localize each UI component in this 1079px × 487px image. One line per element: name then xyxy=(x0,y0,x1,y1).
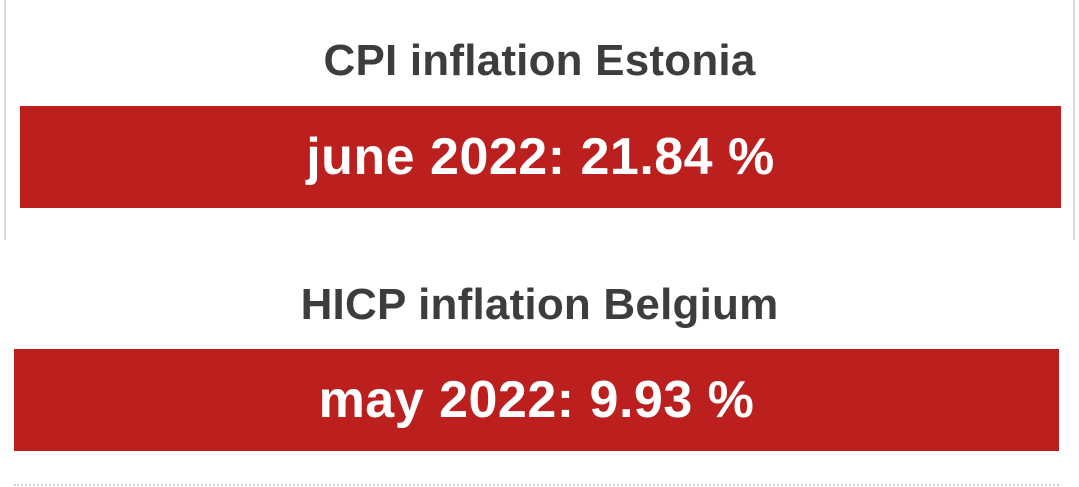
inflation-value-banner: may 2022: 9.93 % xyxy=(14,349,1059,451)
card-title: CPI inflation Estonia xyxy=(323,36,756,85)
card-title: HICP inflation Belgium xyxy=(300,280,779,329)
dotted-divider xyxy=(14,484,1059,486)
inflation-value-banner: june 2022: 21.84 % xyxy=(20,106,1061,208)
inflation-card-estonia: CPI inflation Estonia june 2022: 21.84 % xyxy=(4,0,1075,240)
inflation-card-belgium: HICP inflation Belgium may 2022: 9.93 % xyxy=(0,240,1079,487)
